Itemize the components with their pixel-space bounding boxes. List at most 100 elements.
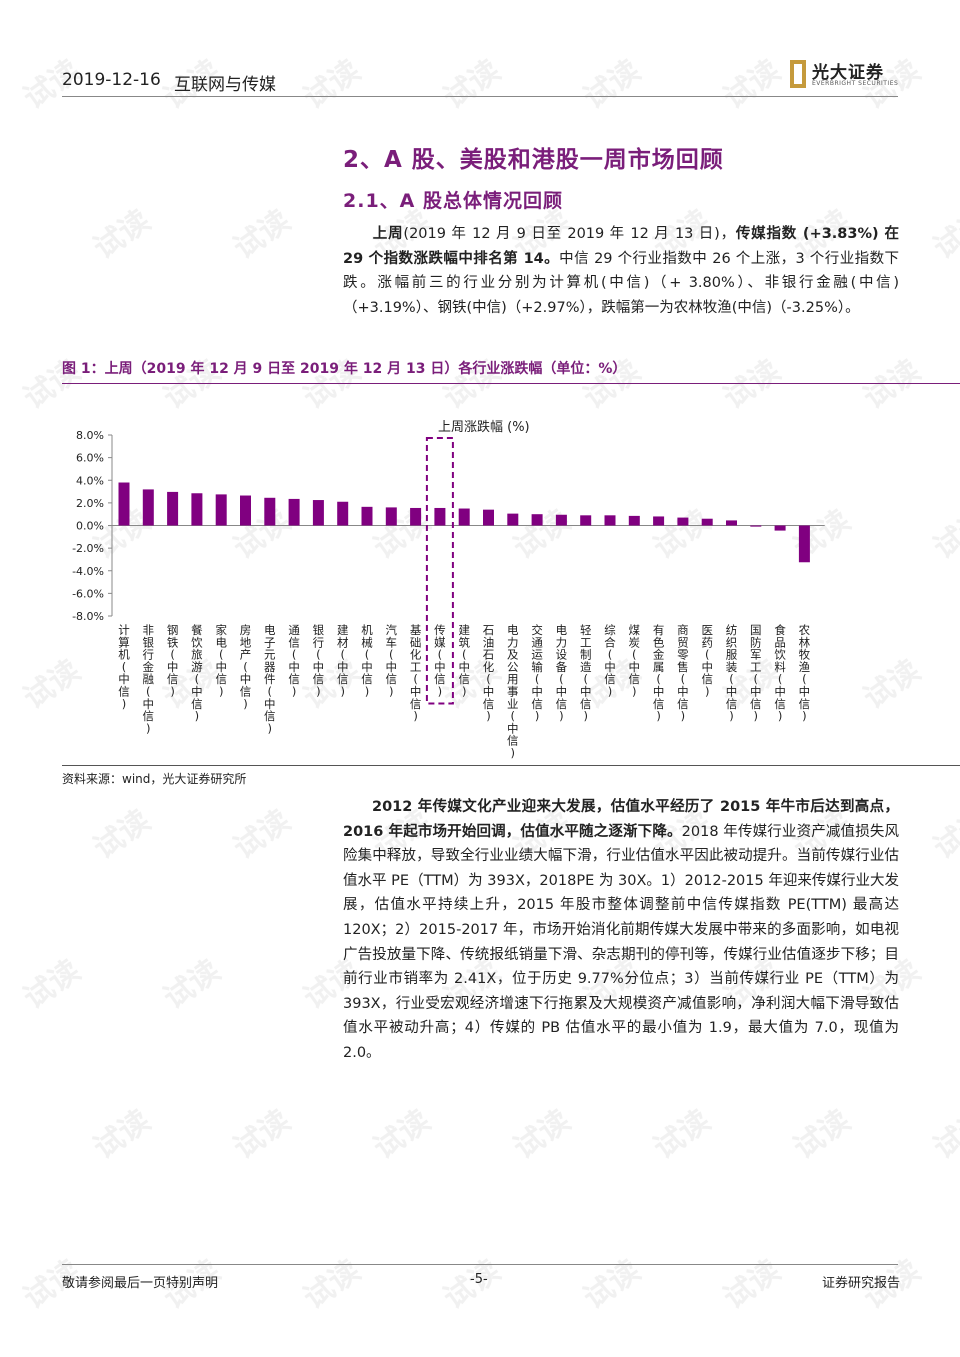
paragraph-valuation: 2012 年传媒文化产业迎来大发展，估值水平经历了 2015 年牛市后达到高点，…: [343, 795, 899, 1066]
watermark-text: 试读: [787, 1103, 857, 1167]
x-tick-label: 机械(中信): [361, 623, 373, 699]
section-subtitle: 2.1、A 股总体情况回顾: [343, 190, 563, 212]
para2-body: 2018 年传媒行业资产减值损失风险集中释放，导致全行业业绩大幅下滑，行业估值水…: [343, 823, 899, 1061]
x-tick-label: 建材(中信): [337, 623, 349, 699]
x-tick-label: 基础化工(中信): [410, 623, 422, 723]
figure-source: 资料来源：wind，光大证券研究所: [62, 772, 247, 786]
header-date: 2019-12-16: [62, 70, 161, 90]
footer-report-type: 证券研究报告: [821, 1276, 900, 1291]
figure-top-rule: [62, 383, 960, 384]
x-tick-label: 煤炭(中信): [629, 623, 641, 699]
watermark-text: 试读: [17, 953, 87, 1017]
logo-text: 光大证券: [812, 63, 884, 83]
watermark-text: 试读: [577, 1253, 647, 1317]
x-tick-label: 石油石化(中信): [483, 623, 495, 723]
x-tick-label: 钢铁(中信): [167, 623, 179, 699]
x-tick-label: 商贸零售(中信): [677, 623, 689, 723]
x-tick-label: 家电(中信): [215, 623, 227, 699]
bar: [750, 525, 762, 527]
bar: [410, 507, 422, 526]
y-tick-label: -2.0%: [72, 542, 104, 555]
bar: [240, 495, 251, 526]
bar: [361, 506, 373, 526]
y-tick-label: 6.0%: [76, 452, 104, 465]
x-tick-label: 有色金属(中信): [653, 623, 665, 723]
highlight-box: [425, 437, 454, 705]
watermark-text: 试读: [717, 53, 787, 117]
y-tick-label: 0.0%: [76, 520, 104, 533]
watermark-text: 试读: [367, 1103, 437, 1167]
bar: [264, 497, 276, 526]
x-tick-label: 餐饮旅游(中信): [191, 623, 203, 723]
watermark-text: 试读: [297, 53, 367, 117]
y-tick-label: -8.0%: [72, 610, 104, 623]
watermark-text: 试读: [717, 1253, 787, 1317]
watermark-text: 试读: [87, 803, 157, 867]
y-axis: 8.0% 6.0% 4.0% 2.0% 0.0% -2.0% -4.0% -6.0% -8.0%: [72, 429, 825, 623]
header-divider: [62, 96, 898, 97]
watermark-text: 试读: [87, 1103, 157, 1167]
x-tick-label: 国防军工(中信): [750, 623, 762, 723]
y-tick-label: 4.0%: [76, 474, 104, 487]
para1-detail: 中信 29 个行业指数中 26 个上涨，3 个行业指数下跌。涨幅前三的行业分别为…: [343, 250, 900, 316]
bar: [798, 525, 810, 563]
bar: [555, 514, 567, 526]
x-tick-label: 建筑(中信): [458, 623, 470, 699]
footer-divider: [62, 1264, 898, 1265]
y-tick-label: -6.0%: [72, 587, 104, 600]
watermark-text: 试读: [577, 53, 647, 117]
x-tick-label: 计算机(中信): [118, 623, 130, 711]
y-tick-label: -4.0%: [72, 565, 104, 578]
bar: [726, 520, 737, 526]
watermark-text: 试读: [927, 803, 960, 867]
bar: [288, 498, 300, 526]
bar: [507, 513, 519, 526]
figure-bottom-rule: [62, 765, 960, 766]
bar: [191, 493, 203, 526]
bar: [167, 491, 179, 526]
x-tick-label: 非银行金融(中信): [143, 623, 155, 735]
bar-series: [118, 437, 810, 705]
watermark-text: 试读: [507, 1103, 577, 1167]
bar: [385, 507, 397, 526]
chart-legend: 上周涨跌幅 (%): [438, 419, 530, 435]
x-tick-label: 交通运输(中信): [531, 623, 543, 723]
para2-bold-lead: 2012 年传媒文化产业迎来大发展，估值水平经历了 2015 年牛市后达到高点，…: [343, 799, 899, 840]
watermark-text: 试读: [437, 53, 507, 117]
x-axis-labels: 计算机(中信) 非银行金融(中信) 钢铁(中信) 餐饮旅游(中信) 家电(中信) 房地产(…: [118, 623, 810, 760]
watermark-text: 试读: [87, 203, 157, 267]
section-title: 2、A 股、美股和港股一周市场回顾: [343, 147, 724, 173]
y-tick-label: 2.0%: [76, 497, 104, 510]
bar: [604, 515, 616, 526]
bar: [531, 514, 543, 526]
bar: [215, 494, 227, 526]
x-tick-label: 房地产(中信): [240, 623, 252, 711]
x-tick-label: 电力设备(中信): [556, 623, 568, 723]
x-tick-label: 综合(中信): [604, 623, 616, 699]
x-tick-label: 电子元器件(中信): [264, 623, 276, 735]
bar: [628, 515, 640, 526]
x-tick-label: 轻工制造(中信): [580, 623, 592, 723]
logo-mark-icon: [790, 60, 806, 88]
x-tick-label: 食品饮料(中信): [774, 623, 786, 723]
header-topic: 互联网与传媒: [174, 75, 276, 95]
x-tick-label: 电力及公用事业(中信): [507, 623, 519, 760]
bar: [774, 525, 786, 531]
bar: [142, 489, 154, 526]
watermark-text: 试读: [647, 1103, 717, 1167]
x-tick-label: 传媒(中信): [434, 623, 446, 699]
x-tick-label: 纺织服装(中信): [726, 623, 738, 723]
bar: [677, 517, 689, 526]
logo-subtext: EVERBRIGHT SECURITIES: [812, 80, 899, 87]
para1-bold-lead: 上周: [372, 226, 404, 242]
x-tick-label: 医药(中信): [701, 623, 713, 699]
bar: [337, 501, 349, 526]
bar: [483, 509, 494, 526]
bar: [580, 515, 592, 526]
x-tick-label: 通信(中信): [288, 623, 300, 699]
para1-bold-rank: 传媒指数 (+3.83%) 在 29 个指数涨跌幅中排名第 14。: [343, 226, 899, 267]
footer-disclaimer: 敬请参阅最后一页特别声明: [62, 1276, 219, 1291]
watermark-text: 试读: [227, 203, 297, 267]
legend-label: 上周涨跌幅 (%): [438, 419, 530, 435]
bar: [701, 518, 713, 526]
